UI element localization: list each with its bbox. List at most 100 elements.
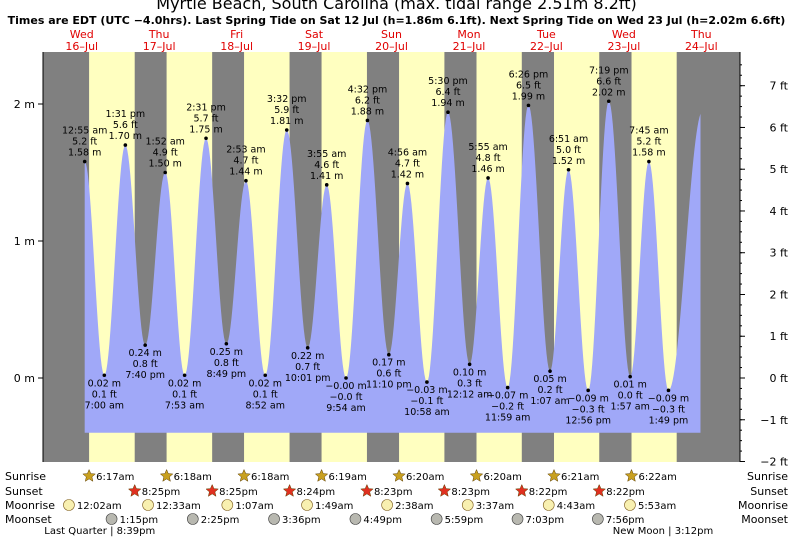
day-date-label: 20–Jul [375, 40, 408, 53]
moonset-icon [592, 513, 604, 525]
day-name-label: Tue [536, 28, 556, 41]
tide-time-label: 4:56 am [388, 147, 427, 158]
tide-m-label: 1.44 m [229, 167, 262, 178]
tide-m-label: 0.17 m [372, 358, 405, 369]
moonrise-icon [624, 499, 636, 511]
tide-area [84, 101, 701, 433]
almanac-row-label: Moonrise [5, 499, 55, 512]
tide-m-label: 0.02 m [249, 378, 282, 389]
tide-m-label: 1.52 m [552, 156, 585, 167]
tide-ft-label: 6.6 ft [596, 76, 621, 87]
tide-ft-label: 5.2 ft [72, 137, 97, 148]
tide-m-label: 1.88 m [351, 106, 384, 117]
day-name-label: Wed [612, 28, 636, 41]
sunrise-time: 6:20am [484, 472, 522, 483]
tide-time-label: 12:56 pm [565, 415, 611, 426]
tide-point [606, 99, 611, 104]
tide-point [123, 143, 128, 147]
day-name-label: Fri [230, 28, 243, 41]
sunset-icon [360, 483, 374, 497]
moonset-icon [186, 513, 199, 525]
sunset-time: 8:25pm [142, 487, 181, 498]
tide-point [486, 176, 490, 180]
tide-ft-label: −0.2 ft [491, 402, 524, 413]
tide-m-label: 1.99 m [512, 91, 545, 102]
moonrise-time: 12:33am [156, 501, 201, 512]
tide-point [102, 373, 107, 378]
tide-m-label: 1.58 m [632, 148, 665, 159]
sunrise-icon [469, 468, 484, 482]
moonset-time: 3:36pm [282, 515, 321, 526]
tide-ft-label: 5.2 ft [636, 137, 661, 148]
tide-ft-label: 4.9 ft [153, 148, 178, 159]
tide-point [344, 376, 348, 380]
sunrise-time: 6:20am [406, 472, 444, 483]
sunrise-icon [392, 468, 406, 482]
tide-ft-label: 0.1 ft [172, 389, 197, 400]
moonrise-icon [301, 499, 313, 511]
tide-ft-label: 5.7 ft [194, 113, 219, 124]
tide-ft-label: 4.8 ft [476, 153, 501, 164]
tide-time-label: 5:30 pm [428, 76, 468, 87]
day-date-label: 23–Jul [607, 40, 640, 53]
almanac-row-label-right: Sunrise [747, 470, 788, 483]
tide-time-label: 7:00 am [85, 400, 124, 411]
tide-m-label: 0.24 m [128, 348, 161, 359]
tide-point [467, 362, 472, 367]
almanac-row-label-right: Sunset [750, 485, 788, 498]
almanac-row-label: Moonset [5, 513, 52, 526]
right-axis-label: 2 ft [770, 288, 789, 301]
tide-ft-label: 0.1 ft [253, 389, 278, 400]
sunrise-icon [624, 468, 639, 482]
right-axis-label: −2 ft [760, 456, 788, 469]
moonset-icon [430, 513, 443, 525]
tide-ft-label: 0.6 ft [376, 369, 401, 380]
almanac-row-label-right: Moonset [741, 513, 788, 526]
sunset-time: 8:23pm [374, 487, 413, 498]
tide-time-label: 7:19 pm [589, 65, 629, 76]
tide-point [284, 128, 289, 132]
tide-ft-label: 0.7 ft [295, 362, 320, 373]
tide-m-label: 1.41 m [310, 171, 343, 182]
left-axis-label: 0 m [14, 372, 35, 385]
tide-point [324, 183, 329, 187]
sunset-icon [592, 483, 607, 497]
day-name-label: Wed [70, 28, 94, 41]
chart-subtitle: Times are EDT (UTC −4.0hrs). Last Spring… [7, 14, 786, 27]
tide-time-label: 10:58 am [404, 407, 449, 418]
sunrise-icon [547, 468, 561, 482]
sunrise-time: 6:21am [561, 472, 599, 483]
sunset-icon [282, 483, 297, 497]
tide-time-label: 1:07 am [530, 396, 569, 407]
sunrise-time: 6:18am [174, 472, 212, 483]
tide-ft-label: 4.7 ft [395, 158, 420, 169]
tide-time-label: 2:31 pm [186, 102, 226, 113]
tide-point [82, 159, 87, 164]
tide-m-label: 0.01 m [613, 380, 646, 391]
tide-time-label: 7:40 pm [125, 370, 165, 381]
tide-point [263, 373, 268, 378]
tide-time-label: 7:53 am [165, 400, 204, 411]
moonrise-icon [381, 499, 393, 511]
moonset-icon [511, 513, 524, 525]
tide-m-label: −0.03 m [406, 385, 447, 396]
sunset-time: 8:22pm [606, 487, 645, 498]
day-date-label: 18–Jul [220, 40, 253, 53]
right-axis-label: 4 ft [770, 205, 789, 218]
tide-ft-label: 0.8 ft [214, 358, 239, 369]
day-date-label: 19–Jul [298, 40, 331, 53]
sunrise-time: 6:18am [251, 472, 289, 483]
tide-point [244, 178, 248, 183]
right-axis-label: 3 ft [770, 247, 789, 260]
tide-time-label: 3:55 am [307, 149, 346, 160]
moonrise-icon [461, 499, 474, 511]
day-name-label: Thu [690, 28, 712, 41]
tide-ft-label: 6.5 ft [516, 80, 541, 91]
tide-m-label: 1.70 m [109, 131, 142, 142]
right-axis-label: 0 ft [770, 372, 789, 385]
almanac-row-label: Sunset [5, 485, 43, 498]
tide-ft-label: 5.0 ft [556, 145, 581, 156]
sunrise-time: 6:22am [639, 472, 677, 483]
day-name-label: Mon [457, 28, 480, 41]
tide-point [143, 343, 147, 347]
